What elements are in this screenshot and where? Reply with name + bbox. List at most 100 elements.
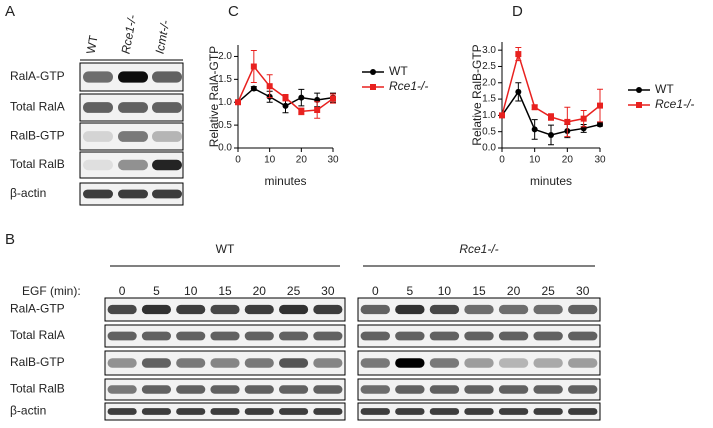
time-tick: 0 <box>372 284 379 298</box>
marker <box>580 115 587 122</box>
panel-label: B <box>5 231 15 248</box>
band <box>429 358 460 368</box>
band <box>141 304 171 315</box>
y-tick-label: 0.0 <box>482 143 496 154</box>
band <box>568 385 598 394</box>
band <box>498 304 529 315</box>
band <box>83 131 113 142</box>
band <box>210 385 240 394</box>
row-label: Total RalB <box>10 157 65 171</box>
panel-label: D <box>512 3 523 20</box>
band <box>176 304 206 315</box>
marker <box>499 112 505 119</box>
band <box>107 408 137 415</box>
band <box>313 408 343 415</box>
time-tick: 5 <box>407 284 414 298</box>
group-label: Rce1-/- <box>459 242 498 256</box>
marker <box>282 102 289 109</box>
band <box>498 331 529 341</box>
y-axis-label: Relative RalA-GTP <box>207 46 221 147</box>
band <box>429 408 460 415</box>
band <box>360 331 390 341</box>
marker <box>235 99 241 106</box>
time-tick: 15 <box>472 284 486 298</box>
y-tick-label: 2.0 <box>218 51 232 62</box>
band <box>83 102 113 113</box>
band <box>464 358 494 368</box>
time-tick: 0 <box>119 284 126 298</box>
band <box>313 358 343 368</box>
band <box>210 331 240 341</box>
y-tick-label: 1.5 <box>482 94 496 105</box>
row-label: Total RalB <box>10 382 65 396</box>
band <box>118 189 148 199</box>
band <box>83 71 113 83</box>
time-tick: 20 <box>253 284 267 298</box>
row-label: Total RalA <box>10 328 65 342</box>
band <box>498 408 529 415</box>
panel-label: A <box>5 3 15 20</box>
band <box>360 408 390 415</box>
legend-label: Rce1-/- <box>655 97 694 111</box>
band <box>244 408 274 415</box>
marker <box>266 83 273 90</box>
legend-marker <box>636 87 642 93</box>
band <box>313 304 343 315</box>
band <box>568 304 598 315</box>
band <box>107 358 137 368</box>
band <box>141 358 171 368</box>
band <box>141 385 171 394</box>
band <box>360 304 390 315</box>
x-tick-label: 0 <box>499 155 505 166</box>
row-label: β-actin <box>10 186 46 200</box>
marker <box>298 94 305 101</box>
lane-label: Rce1-/- <box>119 14 140 55</box>
marker <box>250 63 257 70</box>
band <box>210 304 240 315</box>
marker <box>314 107 321 114</box>
band <box>152 159 182 171</box>
y-tick-label: 2.0 <box>482 77 496 88</box>
band <box>395 304 425 315</box>
legend-label: WT <box>655 82 674 96</box>
time-tick: 5 <box>153 284 160 298</box>
band <box>244 331 274 341</box>
band <box>313 385 343 394</box>
y-tick-label: 0.0 <box>218 143 232 154</box>
band <box>118 159 148 171</box>
time-tick: 25 <box>287 284 301 298</box>
y-tick-label: 1.0 <box>218 97 232 108</box>
band <box>176 331 206 341</box>
marker <box>564 118 571 125</box>
band <box>568 408 598 415</box>
band <box>279 385 309 394</box>
time-tick: 15 <box>218 284 232 298</box>
time-tick: 10 <box>438 284 452 298</box>
band <box>395 358 425 368</box>
band <box>464 385 494 394</box>
band <box>141 331 171 341</box>
band <box>313 331 343 341</box>
band <box>83 159 113 171</box>
band <box>210 358 240 368</box>
band <box>83 189 113 199</box>
band <box>279 304 309 315</box>
y-tick-label: 3.0 <box>482 45 496 56</box>
band <box>152 102 182 113</box>
band <box>568 358 598 368</box>
band <box>568 331 598 341</box>
group-label: WT <box>216 242 235 256</box>
lane-label: Icmt-/- <box>153 19 173 55</box>
marker <box>597 102 603 109</box>
legend-marker <box>370 69 376 75</box>
marker <box>330 95 336 102</box>
marker <box>548 114 554 121</box>
y-axis-label: Relative RalB-GTP <box>470 44 484 145</box>
time-tick: 20 <box>507 284 521 298</box>
band <box>152 189 182 199</box>
time-tick: 30 <box>576 284 590 298</box>
marker <box>515 51 522 58</box>
x-axis-label: minutes <box>264 174 306 188</box>
series-line <box>501 51 601 123</box>
